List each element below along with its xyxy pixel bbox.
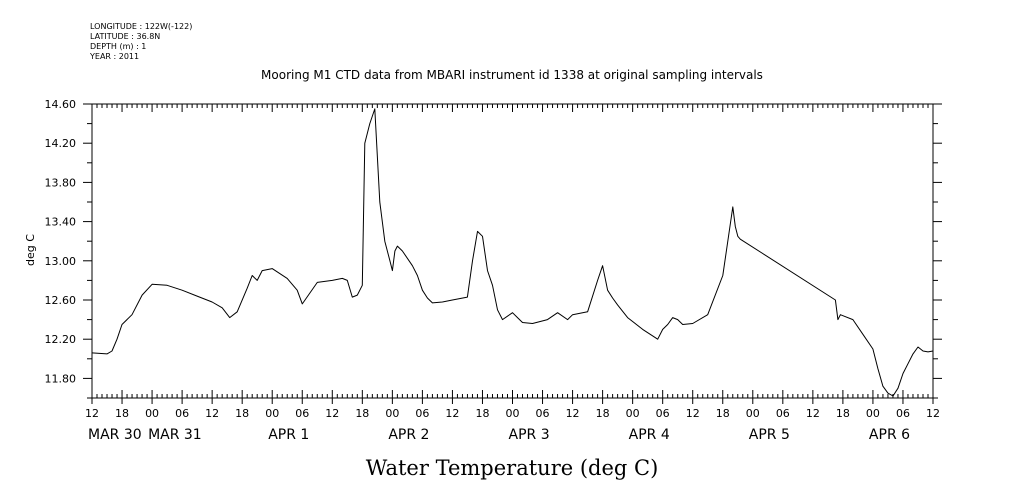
chart-title: Mooring M1 CTD data from MBARI instrumen…: [261, 68, 763, 82]
x-tick-label: 18: [475, 407, 489, 420]
y-tick-label: 13.00: [45, 255, 77, 268]
x-tick-label: 12: [85, 407, 99, 420]
x-tick-label: 06: [175, 407, 189, 420]
x-tick-label: 12: [926, 407, 940, 420]
x-tick-label: 06: [776, 407, 790, 420]
x-tick-label: 00: [506, 407, 520, 420]
x-day-label: MAR 30: [88, 427, 142, 443]
series-layer: [91, 108, 934, 397]
y-tick-label: 14.60: [45, 98, 77, 111]
y-tick-label: 13.80: [45, 176, 77, 189]
x-tick-label: 12: [325, 407, 339, 420]
x-tick-label: 18: [716, 407, 730, 420]
x-tick-label: 00: [866, 407, 880, 420]
x-tick-label: 06: [536, 407, 550, 420]
x-tick-label: 18: [596, 407, 610, 420]
y-tick-label: 14.20: [45, 137, 77, 150]
x-tick-label: 06: [295, 407, 309, 420]
x-tick-label: 12: [806, 407, 820, 420]
x-tick-label: 00: [385, 407, 399, 420]
axes-layer: 12 18 00 06 12 18 00 06 12 18 00 06 12 18 00 06 12 18 00 06…: [45, 98, 942, 443]
x-day-label: APR 5: [749, 427, 790, 443]
x-day-label: APR 6: [869, 427, 910, 443]
plot-frame: [91, 103, 934, 399]
x-day-label: APR 1: [268, 427, 309, 443]
y-tick-label: 11.80: [45, 372, 77, 385]
y-tick-label: 12.20: [45, 333, 77, 346]
y-tick-label: 12.60: [45, 294, 77, 307]
longitude-label: LONGITUDE : 122W(-122): [90, 22, 193, 31]
latitude-label: LATITUDE : 36.8N: [90, 32, 161, 41]
x-tick-label: 12: [205, 407, 219, 420]
x-tick-label: 00: [145, 407, 159, 420]
x-tick-label: 00: [746, 407, 760, 420]
x-tick-label: 12: [686, 407, 700, 420]
x-day-label: APR 3: [509, 427, 550, 443]
x-day-label: APR 2: [388, 427, 429, 443]
x-tick-label: 06: [896, 407, 910, 420]
x-tick-label: 06: [415, 407, 429, 420]
temperature-line: [91, 108, 934, 397]
station-metadata: LONGITUDE : 122W(-122) LATITUDE : 36.8N …: [90, 22, 192, 62]
x-tick-label: 06: [656, 407, 670, 420]
x-tick-label: 12: [445, 407, 459, 420]
depth-label: DEPTH (m) : 1: [90, 42, 147, 51]
x-tick-label: 00: [626, 407, 640, 420]
y-axis-label: deg C: [24, 234, 37, 266]
x-tick-label: 18: [235, 407, 249, 420]
x-axis-label: Water Temperature (deg C): [366, 456, 659, 480]
y-tick-label: 13.40: [45, 216, 77, 229]
x-tick-label: 12: [566, 407, 580, 420]
x-day-label: MAR 31: [148, 427, 202, 443]
x-day-label: APR 4: [629, 427, 670, 443]
x-tick-label: 00: [265, 407, 279, 420]
x-tick-label: 18: [115, 407, 129, 420]
x-tick-label: 18: [355, 407, 369, 420]
x-tick-label: 18: [836, 407, 850, 420]
year-label: YEAR : 2011: [90, 52, 140, 61]
